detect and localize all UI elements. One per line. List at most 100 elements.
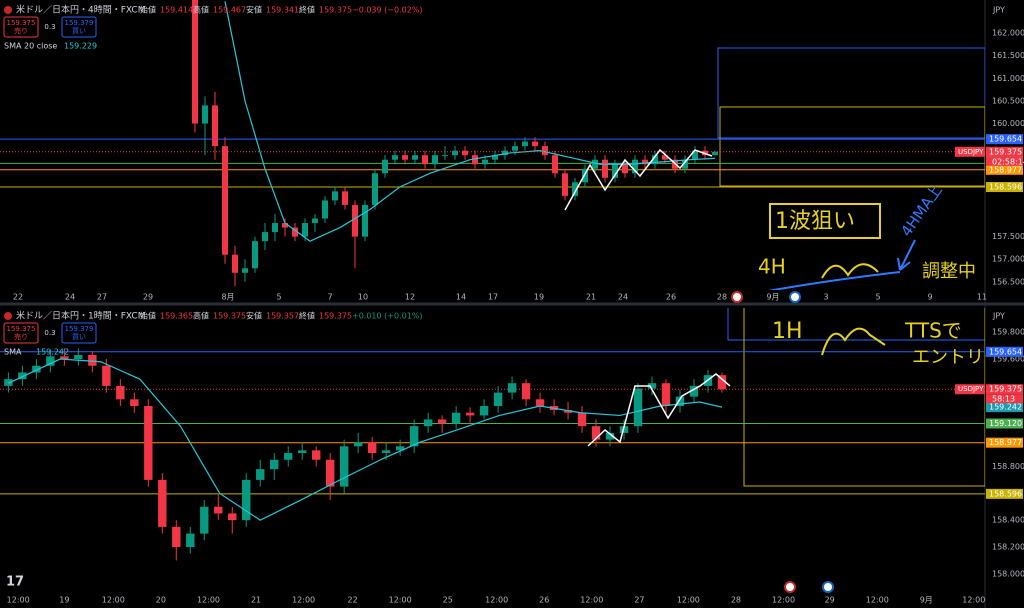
x-tick-label: 9 — [927, 293, 932, 302]
x-tick-label: 26 — [539, 596, 549, 605]
x-tick-label: 26 — [666, 293, 676, 302]
hand-annotation: 調整中 — [922, 261, 976, 282]
hand-zigzag — [564, 148, 713, 211]
candle-body — [612, 164, 618, 178]
x-tick-label: 12:00 — [866, 596, 889, 605]
candle-body — [412, 155, 418, 160]
event-icon — [822, 581, 834, 593]
x-tick-label: 22 — [347, 596, 357, 605]
candle-body — [342, 191, 348, 205]
chart-title: 米ドル／日本円・1時間・FXCM — [16, 310, 145, 322]
candle-body — [339, 446, 349, 487]
candle-body — [282, 223, 288, 228]
currency: JPY — [992, 6, 1005, 15]
candle-body — [272, 223, 278, 233]
level-badge — [986, 488, 1023, 499]
candle-body — [372, 173, 378, 205]
candle-body — [332, 191, 338, 201]
x-tick-label: 29 — [143, 293, 153, 302]
candle-body — [522, 141, 528, 147]
hand-annotation: 1H — [772, 319, 803, 344]
candle-body — [479, 406, 489, 416]
candle-body — [563, 410, 573, 413]
level-badge — [986, 182, 1023, 193]
candle-body — [507, 383, 517, 393]
note-box — [769, 203, 881, 239]
sell-button[interactable] — [3, 16, 39, 38]
candle-body — [242, 268, 248, 273]
level-badge-text: 158.596 — [989, 489, 1022, 498]
y-tick-label: 157.500 — [992, 232, 1024, 241]
y-tick-label: 158.800 — [992, 462, 1024, 471]
candle-body — [212, 105, 218, 147]
candle-body — [535, 399, 545, 407]
ohlc-label: 始値 — [140, 5, 156, 15]
x-tick-label: 14 — [456, 293, 466, 302]
buy-price: 159.379 — [65, 325, 94, 333]
buy-button[interactable] — [61, 322, 97, 344]
candle-body — [592, 159, 598, 169]
candle-body — [256, 469, 265, 480]
candle-body — [395, 446, 405, 451]
level-badge — [986, 437, 1023, 448]
candle-body — [409, 426, 419, 447]
sma-badge — [986, 402, 1023, 413]
candle-body — [437, 419, 447, 424]
x-tick-label: 19 — [59, 596, 69, 605]
y-tick-label: 158.400 — [992, 516, 1024, 525]
y-tick-label: 161.000 — [992, 74, 1024, 83]
symbol-label: USDJPY — [958, 385, 984, 393]
candle-body — [602, 159, 608, 178]
sell-label: 売り — [14, 26, 28, 35]
candle-body — [116, 385, 125, 400]
indicator-name: SMA 20 close — [4, 42, 57, 51]
y-tick-label: 162.000 — [992, 29, 1024, 38]
x-tick-label: 12 — [405, 293, 415, 302]
sma-line — [8, 358, 723, 521]
candle-body — [60, 356, 69, 360]
y-tick-label: 160.000 — [992, 119, 1024, 128]
range-box — [719, 106, 985, 187]
candle-body — [4, 379, 13, 386]
ohlc-label: 始値 — [140, 311, 156, 321]
countdown: 02:58:14 — [992, 157, 1024, 166]
buy-price: 159.379 — [65, 19, 94, 27]
candle-body — [222, 146, 228, 255]
ohlc-label: 終値 — [299, 5, 315, 15]
hand-wave — [821, 263, 879, 279]
level-badge — [986, 134, 1023, 145]
indicator-value: 159.229 — [64, 42, 97, 51]
candle-body — [572, 182, 578, 196]
symbol-badge — [955, 146, 985, 157]
candle-body — [242, 479, 251, 521]
x-tick-label: 12:00 — [485, 596, 508, 605]
candle-body — [432, 155, 438, 165]
candle-body — [647, 383, 657, 389]
candle-body — [252, 241, 258, 269]
candle-body — [662, 155, 668, 160]
candle-body — [186, 533, 195, 548]
candle-body — [322, 200, 328, 219]
x-tick-label: 27 — [97, 293, 107, 302]
x-tick-label: 27 — [634, 596, 644, 605]
level-badge-text: 159.120 — [989, 419, 1022, 428]
x-tick-label: 17 — [488, 293, 498, 302]
candle-body — [622, 164, 628, 174]
buy-button[interactable] — [61, 16, 97, 38]
candle-body — [502, 150, 508, 156]
change: −0.039 (−0.02%) — [352, 6, 423, 15]
last-price-badge-text: 159.375 — [989, 147, 1022, 156]
sell-button[interactable] — [3, 322, 39, 344]
x-tick-label: 12:00 — [389, 596, 412, 605]
candle-body — [452, 150, 458, 156]
x-tick-label: 12:00 — [580, 596, 603, 605]
candle-body — [312, 450, 321, 460]
hand-wave — [821, 327, 886, 356]
candle-body — [633, 388, 643, 427]
candle-body — [652, 155, 658, 165]
y-tick-label: 158.000 — [992, 569, 1024, 578]
candle-body — [130, 399, 139, 407]
hand-ma — [767, 271, 901, 290]
hand-annotation: 4H — [758, 255, 786, 279]
x-tick-label: 20 — [156, 596, 166, 605]
